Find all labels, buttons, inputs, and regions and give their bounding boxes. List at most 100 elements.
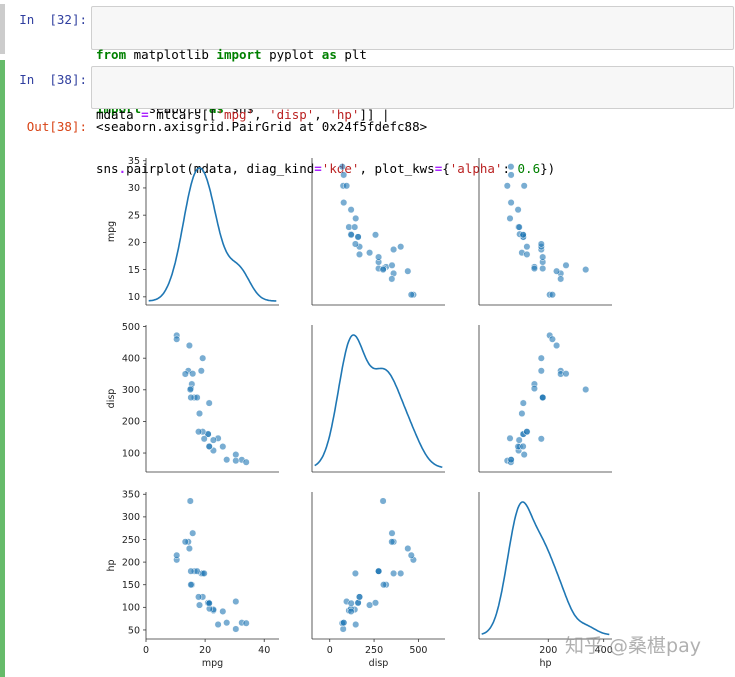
scatter-point xyxy=(338,163,346,171)
scatter-point xyxy=(523,428,531,436)
scatter-point xyxy=(214,620,222,629)
cell-1-code-input[interactable]: from matplotlib import pyplot as plt imp… xyxy=(91,6,734,116)
y-tick-label: 50 xyxy=(128,625,140,636)
scatter-point xyxy=(562,370,570,378)
scatter-point xyxy=(562,261,570,269)
scatter-point xyxy=(388,275,396,283)
scatter-point xyxy=(355,250,364,258)
scatter-point xyxy=(379,266,387,274)
scatter-point xyxy=(582,266,590,274)
scatter-point xyxy=(537,435,545,443)
scatter-point xyxy=(189,529,197,537)
scatter-point xyxy=(187,393,195,402)
scatter-point xyxy=(193,393,201,402)
scatter-point xyxy=(407,291,415,299)
x-tick-label: 500 xyxy=(409,645,427,656)
scatter-point xyxy=(232,457,240,465)
scatter-point xyxy=(539,393,547,402)
scatter-point xyxy=(352,214,360,222)
scatter-point xyxy=(185,544,193,553)
scatter-point xyxy=(523,243,531,251)
y-tick-label: 10 xyxy=(128,292,140,303)
scatter-point xyxy=(582,385,590,394)
y-tick-label: 15 xyxy=(128,265,140,276)
scatter-point xyxy=(404,267,412,275)
scatter-point xyxy=(339,625,347,633)
scatter-point xyxy=(343,182,351,190)
scatter-point xyxy=(223,456,231,464)
scatter-point xyxy=(375,253,383,261)
scatter-point xyxy=(371,599,380,607)
scatter-point xyxy=(507,171,515,179)
cell-1-prompt: In [32]: xyxy=(19,12,87,27)
scatter-point xyxy=(537,240,545,248)
x-tick-label: 20 xyxy=(199,645,211,656)
code-line: sns.pairplot(mdata, diag_kind='kde', plo… xyxy=(96,161,556,176)
y-tick-label: 300 xyxy=(122,385,140,396)
scatter-point xyxy=(518,409,526,418)
scatter-point xyxy=(195,428,203,436)
x-tick-label: 200 xyxy=(539,645,557,656)
y-tick-label: 35 xyxy=(128,156,140,167)
scatter-point xyxy=(181,538,189,546)
scatter-point xyxy=(354,599,362,607)
scatter-point xyxy=(507,456,515,464)
scatter-point xyxy=(347,206,355,214)
scatter-point xyxy=(515,223,523,231)
y-tick-label: 350 xyxy=(122,490,140,501)
x-axis-label-hp: hp xyxy=(539,658,551,669)
scatter-point xyxy=(366,249,374,257)
scatter-point xyxy=(375,567,383,575)
x-tick-label: 400 xyxy=(595,645,613,656)
scatter-point xyxy=(340,619,348,627)
code-line: from matplotlib import pyplot as plt xyxy=(96,47,367,62)
scatter-point xyxy=(503,182,511,190)
scatter-point xyxy=(195,409,204,418)
cell-2-code-input[interactable]: mdata = mtcars[['mpg', 'disp', 'hp']] | … xyxy=(91,66,734,176)
x-tick-label: 0 xyxy=(143,645,149,656)
scatter-point xyxy=(189,370,197,378)
scatter-point xyxy=(199,354,207,362)
y-tick-label: 20 xyxy=(128,238,140,249)
scatter-point xyxy=(173,335,181,343)
scatter-point xyxy=(553,341,561,350)
scatter-point xyxy=(506,434,514,442)
cell-2-out-prompt: Out[38]: xyxy=(26,119,87,134)
y-tick-label: 500 xyxy=(122,322,140,333)
y-tick-label: 100 xyxy=(122,448,140,459)
scatter-point xyxy=(515,436,523,444)
y-axis-label-disp: disp xyxy=(106,389,117,409)
scatter-point xyxy=(380,581,388,589)
scatter-point xyxy=(520,182,528,190)
scatter-point xyxy=(351,240,359,248)
scatter-point xyxy=(404,544,412,553)
scatter-point xyxy=(390,569,398,577)
scatter-point xyxy=(355,593,364,601)
scatter-point xyxy=(507,163,515,171)
scatter-point xyxy=(539,253,547,261)
scatter-point xyxy=(232,597,240,606)
y-tick-label: 150 xyxy=(122,580,140,591)
scatter-point xyxy=(242,458,250,466)
scatter-point xyxy=(548,291,556,299)
y-axis-label-mpg: mpg xyxy=(106,221,117,242)
scatter-point xyxy=(354,233,362,241)
x-tick-label: 40 xyxy=(258,645,270,656)
x-axis-label-mpg: mpg xyxy=(202,658,223,669)
scatter-point xyxy=(187,581,195,589)
scatter-point xyxy=(530,384,538,393)
scatter-point xyxy=(557,275,565,283)
cell-2-selected-bar xyxy=(0,60,5,677)
scatter-point xyxy=(195,593,203,601)
scatter-point xyxy=(371,231,380,239)
scatter-point xyxy=(209,436,217,444)
scatter-point xyxy=(407,551,415,559)
scatter-point xyxy=(351,569,359,577)
scatter-point xyxy=(520,451,528,459)
scatter-point xyxy=(388,261,396,269)
scatter-point xyxy=(340,171,348,179)
scatter-point xyxy=(553,267,561,275)
x-axis-label-disp: disp xyxy=(369,658,389,669)
kde-line-hp xyxy=(481,501,610,636)
